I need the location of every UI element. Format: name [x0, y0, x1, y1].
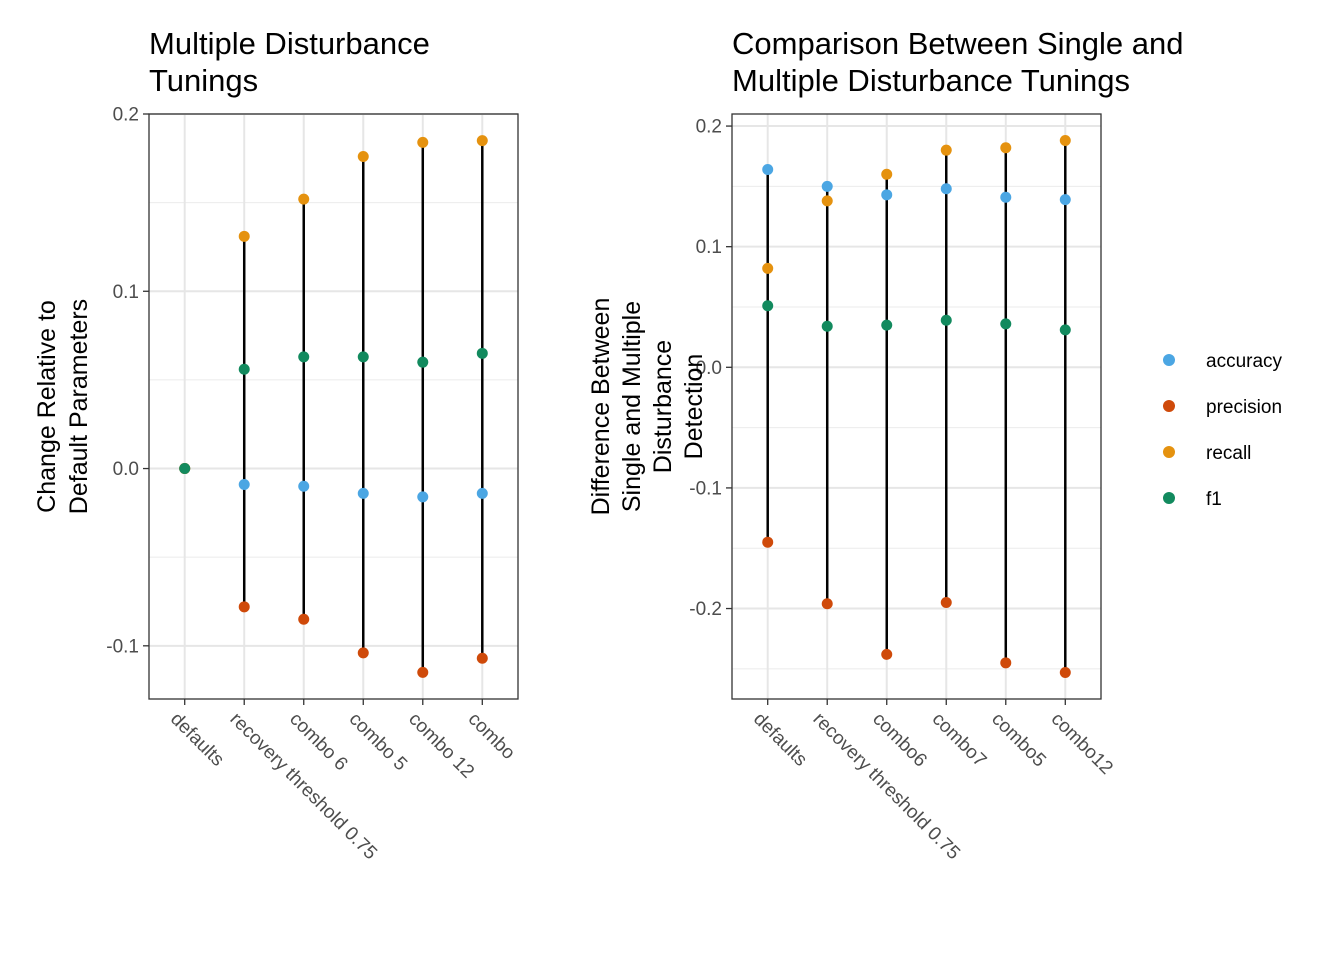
y-tick-label: 0.0 [113, 459, 139, 480]
legend-label-f1: f1 [1206, 489, 1222, 510]
point-f1-combo5 [1000, 318, 1012, 330]
point-accuracy-combo6 [881, 189, 893, 201]
point-accuracy-combo5 [1000, 191, 1012, 203]
legend-swatch-recall [1163, 446, 1175, 458]
y-tick-label: -0.1 [689, 478, 722, 499]
x-tick-label: combo5 [987, 709, 1050, 772]
legend-label-recall: recall [1206, 443, 1251, 464]
point-precision-combo12 [1059, 666, 1071, 678]
point-accuracy-combo7 [940, 183, 952, 195]
point-accuracy-combo [476, 487, 488, 499]
point-recall-combo-6 [298, 193, 310, 205]
point-accuracy-combo-6 [298, 480, 310, 492]
y-tick-label: 0.1 [113, 282, 139, 303]
y-tick-label: -0.1 [106, 636, 139, 657]
point-f1-combo6 [881, 319, 893, 331]
point-accuracy-recovery-threshold-0-75 [238, 479, 250, 490]
point-f1-defaults [179, 463, 191, 475]
x-tick-label: combo7 [928, 709, 991, 772]
point-f1-recovery-threshold-0-75 [238, 363, 250, 375]
point-f1-combo-5 [357, 351, 369, 363]
point-f1-combo [476, 347, 488, 359]
y-tick-label: 0.0 [696, 358, 722, 379]
point-recall-defaults [762, 262, 774, 274]
point-accuracy-recovery-threshold-0-75 [821, 180, 833, 192]
point-f1-combo7 [940, 314, 952, 326]
y-axis-label: Disturbance [649, 340, 677, 473]
x-tick-label: combo12 [1047, 709, 1117, 779]
point-f1-defaults [762, 300, 774, 312]
point-accuracy-combo-12 [417, 491, 429, 503]
point-precision-combo [476, 652, 488, 664]
panel-border [148, 113, 519, 700]
point-recall-combo-12 [417, 136, 429, 148]
chart-title: Multiple Disturbance Tunings [732, 63, 1130, 98]
legend: accuracy precision recall f1 [1163, 351, 1283, 510]
legend-swatch-f1 [1163, 492, 1175, 504]
chart-title: Multiple Disturbance [149, 26, 430, 61]
legend-swatch-accuracy [1163, 354, 1175, 366]
y-tick-label: 0.1 [696, 237, 722, 258]
point-precision-combo5 [1000, 657, 1012, 669]
point-precision-recovery-threshold-0-75 [238, 601, 250, 613]
point-f1-combo12 [1059, 324, 1071, 336]
point-precision-recovery-threshold-0-75 [821, 598, 833, 610]
point-precision-combo-6 [298, 613, 310, 625]
chart-title: Tunings [149, 63, 258, 98]
chart-title: Comparison Between Single and [732, 26, 1184, 61]
point-accuracy-combo-5 [357, 487, 369, 499]
point-recall-combo7 [940, 144, 952, 156]
point-f1-recovery-threshold-0-75 [821, 320, 833, 332]
point-recall-combo6 [881, 168, 893, 180]
panel-border [731, 113, 1102, 700]
point-recall-recovery-threshold-0-75 [238, 230, 250, 242]
y-tick-label: -0.2 [689, 599, 722, 620]
point-f1-combo-12 [417, 356, 429, 368]
x-tick-label: defaults [749, 709, 811, 771]
y-axis-label: Default Parameters [65, 299, 93, 514]
legend-swatch-precision [1163, 400, 1175, 412]
point-precision-combo-5 [357, 647, 369, 659]
y-axis-label: Detection [680, 354, 708, 460]
point-recall-combo12 [1059, 135, 1071, 147]
legend-label-accuracy: accuracy [1206, 351, 1283, 372]
y-axis-label: Change Relative to [33, 300, 61, 513]
legend-label-precision: precision [1206, 397, 1282, 418]
point-precision-combo-12 [417, 666, 429, 678]
x-tick-label: combo [464, 709, 519, 764]
y-axis-label: Difference Between [587, 298, 615, 516]
point-precision-combo7 [940, 597, 952, 609]
y-axis-label: Single and Multiple [618, 301, 646, 512]
x-tick-label: combo 5 [345, 709, 411, 775]
point-f1-combo-6 [298, 351, 310, 363]
x-tick-label: defaults [166, 709, 228, 771]
point-accuracy-defaults [762, 163, 774, 175]
point-accuracy-combo12 [1059, 194, 1071, 206]
point-precision-combo6 [881, 648, 893, 660]
point-recall-combo-5 [357, 151, 369, 163]
point-recall-combo5 [1000, 142, 1012, 154]
point-recall-combo [476, 135, 488, 147]
point-recall-recovery-threshold-0-75 [821, 195, 833, 207]
point-precision-defaults [762, 536, 774, 548]
y-tick-label: 0.2 [113, 105, 139, 126]
y-tick-label: 0.2 [696, 117, 722, 138]
